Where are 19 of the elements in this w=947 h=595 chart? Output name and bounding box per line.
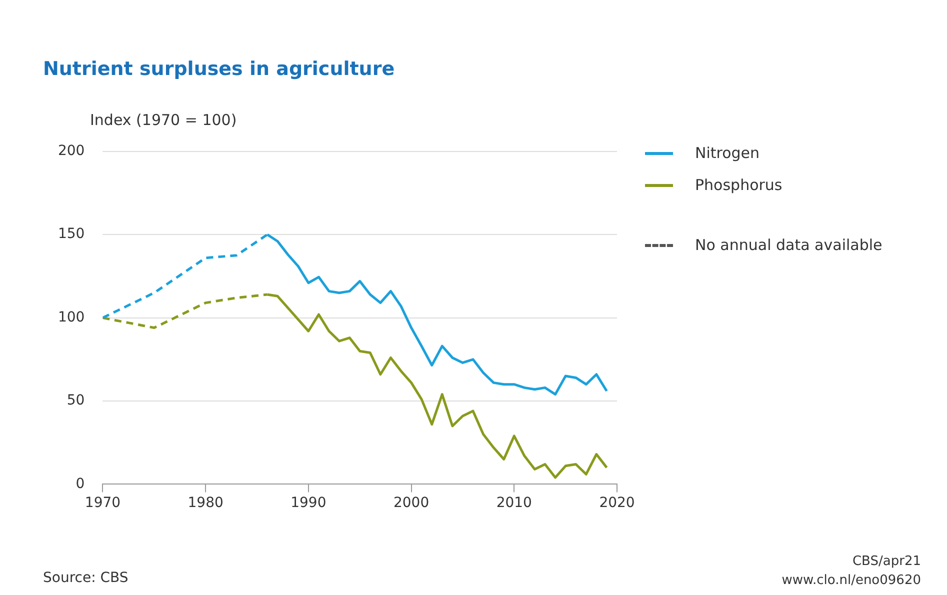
chart-title: Nutrient surpluses in agriculture — [43, 58, 395, 80]
x-tick-label: 1980 — [188, 495, 224, 512]
source-note: Source: CBS — [43, 570, 128, 586]
x-tick-label: 1970 — [84, 495, 121, 512]
x-tick-label: 2020 — [599, 495, 635, 512]
y-tick-label: 100 — [58, 309, 85, 326]
legend-label: Phosphorus — [695, 176, 782, 194]
y-axis-title: Index (1970 = 100) — [90, 111, 237, 129]
y-tick-label: 150 — [58, 226, 85, 242]
x-tick-label: 2000 — [393, 495, 430, 512]
x-tick-label: 1990 — [290, 495, 326, 512]
text: www.clo.nl/eno09620 — [782, 572, 921, 590]
legend-label: Nitrogen — [695, 144, 760, 162]
legend-label: No annual data available — [695, 236, 882, 254]
text: CBS/apr21 — [851, 553, 921, 571]
y-tick-label: 50 — [66, 392, 85, 409]
y-tick-label: 200 — [58, 143, 85, 160]
x-tick-label: 2010 — [496, 495, 532, 512]
y-tick-label: 0 — [76, 476, 85, 492]
